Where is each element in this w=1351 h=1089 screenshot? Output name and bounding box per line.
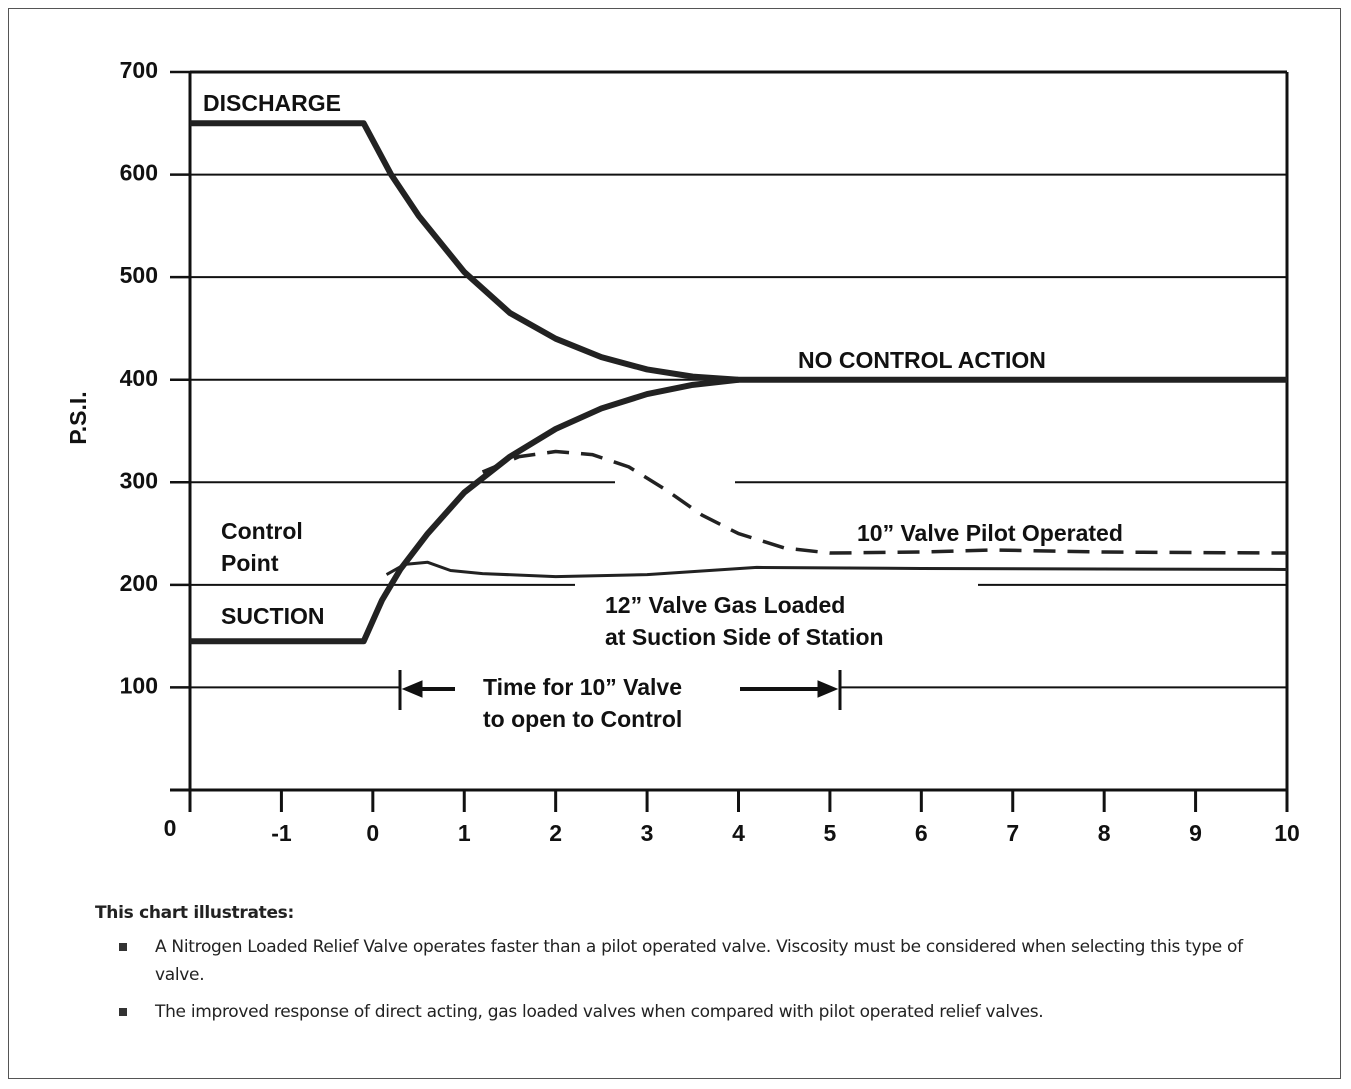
annotation: Control [221,518,303,544]
y-axis-label: P.S.I. [65,391,91,444]
frame [8,8,1341,1079]
series-line [190,376,739,645]
annotation: DISCHARGE [203,90,341,116]
y-tick-label: 0 [164,815,177,841]
x-tick-label: 3 [641,820,654,846]
annotation: NO CONTROL ACTION [798,347,1046,373]
annotation: to open to Control [483,706,682,732]
annotation: Point [221,550,279,576]
y-tick-label: 300 [120,467,158,493]
x-tick-label: 0 [366,820,379,846]
x-tick-label: 8 [1098,820,1111,846]
series-line [385,560,1288,579]
time-arrows [398,670,842,710]
x-tick-label: 5 [824,820,837,846]
x-tick-label: -1 [271,820,292,846]
series-line [190,120,1287,383]
note-item: A Nitrogen Loaded Relief Valve operates … [119,933,1275,989]
series-line [481,449,1288,555]
annotation: 12” Valve Gas Loaded [605,592,845,618]
y-tick-label: 600 [120,160,158,186]
notes-heading: This chart illustrates: [95,903,295,923]
annotation: 10” Valve Pilot Operated [857,520,1123,546]
x-tick-label: 1 [458,820,471,846]
x-tick-label: 9 [1189,820,1202,846]
annotation: Time for 10” Valve [483,674,682,700]
annotation: at Suction Side of Station [605,624,884,650]
y-tick-label: 400 [120,365,158,391]
y-tick-label: 200 [120,570,158,596]
y-tick-label: 500 [120,262,158,288]
x-tick-label: 7 [1006,820,1019,846]
notes-list: A Nitrogen Loaded Relief Valve operates … [95,933,1275,1026]
x-tick-label: 10 [1274,820,1300,846]
x-tick-label: 6 [915,820,928,846]
y-tick-label: 700 [120,57,158,83]
annotation: SUCTION [221,603,325,629]
note-item: The improved response of direct acting, … [119,998,1275,1026]
x-tick-label: 4 [732,820,745,846]
x-tick-label: 2 [549,820,562,846]
y-tick-label: 100 [120,673,158,699]
notes: This chart illustrates: A Nitrogen Loade… [95,903,1275,1035]
